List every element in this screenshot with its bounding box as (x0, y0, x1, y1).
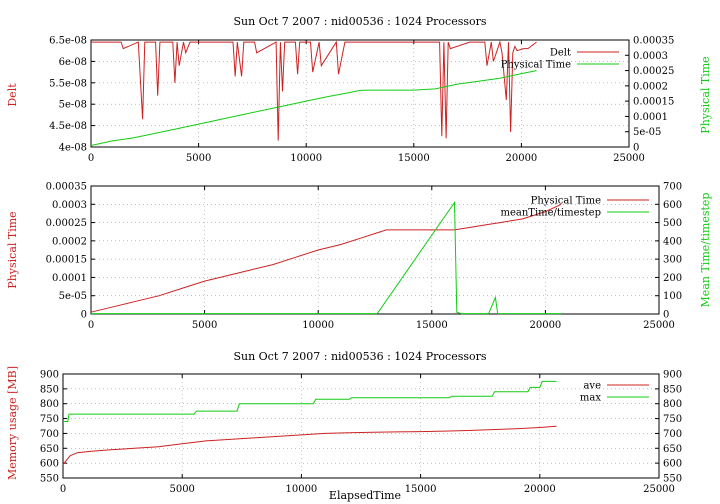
chart-1-x-tick-label: 25000 (613, 153, 645, 164)
chart-2-y-right-tick-label: 400 (663, 236, 682, 247)
chart-1-title: Sun Oct 7 2007 : nid00536 : 1024 Process… (233, 15, 486, 28)
chart-3-legend-label-2: max (580, 393, 601, 404)
chart-1-x-tick-label: 0 (88, 153, 94, 164)
chart-3-x-label: ElapsedTime (329, 489, 401, 502)
chart-2-x-tick-label: 0 (88, 320, 94, 331)
chart-1-y-left-tick-label: 6.5e-08 (49, 36, 87, 47)
chart-2-x-tick-label: 25000 (643, 320, 675, 331)
chart-1-y-left-tick-label: 5e-08 (59, 100, 87, 111)
chart-3-y-right-tick-label: 700 (663, 429, 682, 440)
chart-3-x-tick-label: 0 (60, 484, 66, 495)
chart-3-series-line-1 (62, 425, 557, 465)
chart-3-y-left-tick-label: 900 (40, 370, 59, 381)
chart-3-y-left-tick-label: 800 (40, 399, 59, 410)
chart-3-y-right-tick-label: 750 (663, 414, 682, 425)
chart-panel-3: Sun Oct 7 2007 : nid00536 : 1024 Process… (6, 350, 682, 502)
chart-1-y-right-tick-label: 5e-05 (633, 127, 661, 138)
chart-2-y-right-tick-label: 300 (663, 255, 682, 266)
chart-3-y-left-tick-label: 600 (40, 459, 59, 470)
chart-3-y-left-tick-label: 850 (40, 384, 59, 395)
chart-3-y-right-tick-label: 650 (663, 444, 682, 455)
chart-3-y-right-tick-label: 900 (663, 370, 682, 381)
chart-3-x-tick-label: 10000 (285, 484, 317, 495)
chart-2-x-tick-label: 10000 (302, 320, 334, 331)
chart-1-legend-label-2: Physical Time (501, 60, 571, 71)
chart-3-x-tick-label: 25000 (643, 484, 675, 495)
chart-1-y-left-tick-label: 5.5e-08 (49, 78, 87, 89)
chart-1-x-tick-label: 20000 (505, 153, 537, 164)
chart-3-x-tick-label: 5000 (169, 484, 194, 495)
chart-2-y-left-label: Physical Time (6, 211, 19, 288)
chart-1-y-left-tick-label: 4.5e-08 (49, 121, 87, 132)
chart-1-legend-label-1: Delt (550, 48, 571, 59)
chart-2-x-tick-label: 5000 (192, 320, 217, 331)
chart-1-y-right-tick-label: 0.0001 (633, 112, 668, 123)
chart-2-y-left-tick-label: 0 (81, 310, 87, 321)
chart-3-y-right-tick-label: 850 (663, 384, 682, 395)
chart-2-y-left-tick-label: 0.00025 (46, 218, 87, 229)
chart-2-y-right-tick-label: 600 (663, 200, 682, 211)
chart-3-legend-label-1: ave (583, 381, 601, 392)
chart-1-y-right-tick-label: 0.0002 (633, 81, 668, 92)
chart-1-x-tick-label: 10000 (290, 153, 322, 164)
chart-2-y-right-tick-label: 700 (663, 182, 682, 193)
chart-2-y-right-tick-label: 200 (663, 273, 682, 284)
chart-2-series-line-2 (91, 200, 562, 315)
chart-3-series-line-2 (63, 380, 557, 422)
chart-2-x-tick-label: 15000 (416, 320, 448, 331)
chart-1-x-tick-label: 5000 (186, 153, 211, 164)
chart-1-y-left-label: Delt (6, 83, 19, 107)
chart-2-y-left-tick-label: 0.0003 (52, 200, 87, 211)
chart-1-y-right-label: Physical Time (699, 56, 712, 133)
chart-panel-2: Physical Time Mean Time/timestep 0 5000 10… (6, 182, 712, 332)
chart-2-y-right-tick-label: 0 (663, 310, 669, 321)
chart-3-y-right-tick-label: 600 (663, 459, 682, 470)
chart-1-series-line-1 (91, 40, 537, 141)
chart-3-y-left-tick-label: 650 (40, 444, 59, 455)
chart-2-y-right-tick-label: 500 (663, 218, 682, 229)
chart-2-y-left-tick-label: 0.00015 (46, 255, 87, 266)
chart-panel-1: Sun Oct 7 2007 : nid00536 : 1024 Process… (6, 15, 712, 164)
chart-2-y-left-tick-label: 0.0001 (52, 273, 87, 284)
chart-1-y-right-tick-label: 0.0003 (633, 51, 668, 62)
chart-2-y-right-label: Mean Time/timestep (699, 193, 712, 308)
chart-3-x-tick-label: 15000 (405, 484, 437, 495)
chart-3-y-left-tick-label: 700 (40, 429, 59, 440)
chart-2-y-left-tick-label: 0.0002 (52, 236, 87, 247)
chart-3-y-right-tick-label: 550 (663, 474, 682, 485)
chart-2-x-tick-label: 20000 (529, 320, 561, 331)
chart-3-title: Sun Oct 7 2007 : nid00536 : 1024 Process… (233, 350, 486, 363)
chart-1-series-line-2 (90, 70, 537, 146)
chart-1-y-right-tick-label: 0 (633, 143, 639, 154)
chart-3-y-left-label: Memory usage [MB] (6, 366, 19, 480)
chart-1-y-right-tick-label: 0.00035 (633, 36, 674, 47)
chart-2-y-right-tick-label: 100 (663, 291, 682, 302)
chart-2-legend-label-2: meanTime/timestep (500, 208, 601, 219)
chart-3-x-tick-label: 20000 (524, 484, 556, 495)
chart-1-x-tick-label: 15000 (398, 153, 430, 164)
chart-2-y-left-tick-label: 5e-05 (59, 291, 87, 302)
chart-2-legend-label-1: Physical Time (531, 196, 601, 207)
chart-1-y-left-tick-label: 6e-08 (59, 57, 87, 68)
chart-3-y-right-tick-label: 800 (663, 399, 682, 410)
chart-3-y-left-tick-label: 750 (40, 414, 59, 425)
chart-1-y-left-tick-label: 4e-08 (59, 143, 87, 154)
chart-1-frame (90, 39, 630, 148)
chart-1-y-right-tick-label: 0.00025 (633, 66, 674, 77)
chart-3-y-left-tick-label: 550 (40, 474, 59, 485)
chart-1-y-right-tick-label: 0.00015 (633, 97, 674, 108)
chart-2-series-line-1 (90, 203, 562, 313)
chart-2-y-left-tick-label: 0.00035 (46, 182, 87, 193)
chart-3-frame (62, 373, 660, 479)
